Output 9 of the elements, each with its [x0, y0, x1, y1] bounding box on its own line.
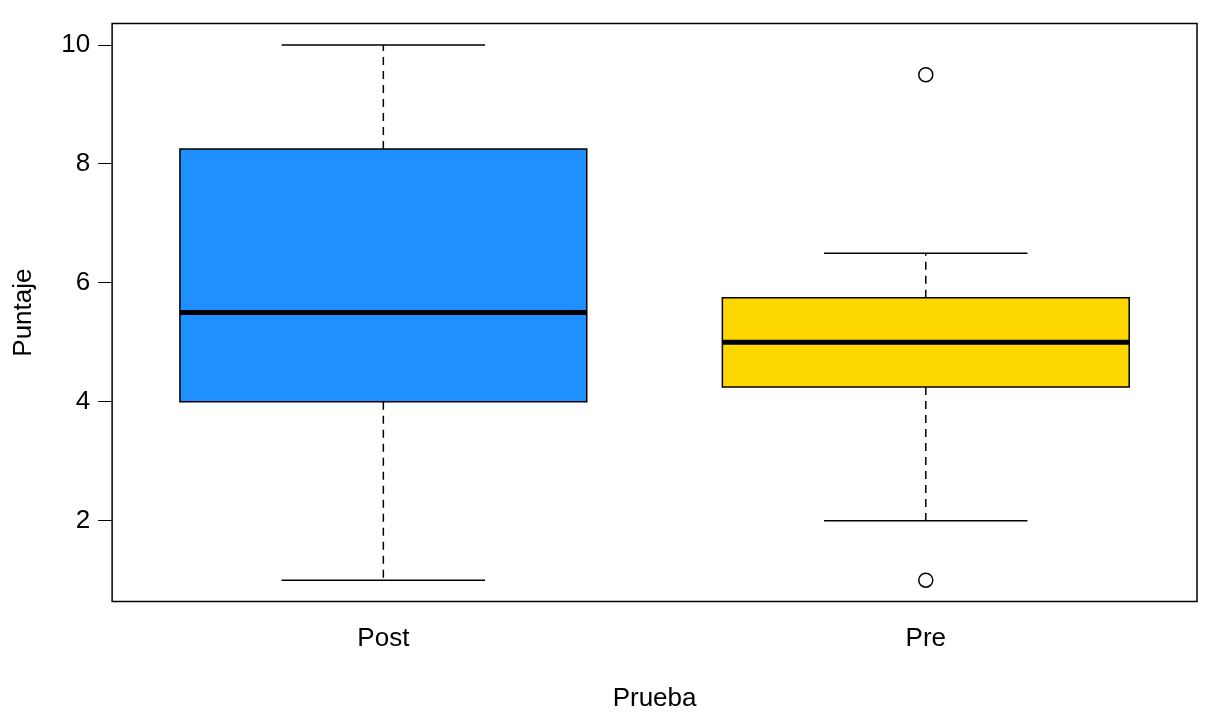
x-axis-title: Prueba — [612, 681, 698, 712]
y-tick-label: 10 — [61, 28, 91, 59]
x-tick-label: Pre — [905, 622, 947, 653]
y-tick-label: 6 — [75, 266, 91, 297]
y-tick-label: 8 — [75, 147, 91, 178]
y-tick-label: 4 — [75, 384, 91, 415]
y-axis-title: Puntaje — [6, 268, 37, 357]
y-tick-label: 2 — [75, 503, 91, 534]
x-tick-label: Post — [357, 622, 411, 653]
